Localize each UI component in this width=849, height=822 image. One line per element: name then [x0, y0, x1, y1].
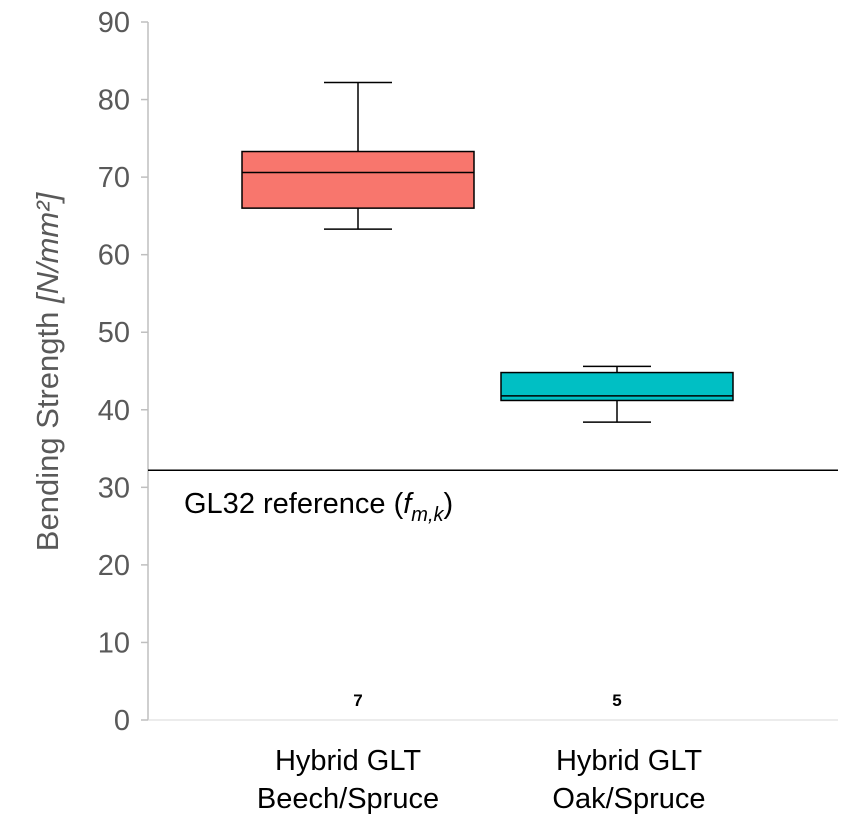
- y-tick-label: 50: [98, 317, 130, 349]
- y-tick-label: 10: [98, 627, 130, 659]
- y-tick-label: 70: [98, 162, 130, 194]
- y-tick-label: 40: [98, 395, 130, 427]
- category-label-line: Hybrid GLT: [556, 745, 702, 777]
- y-tick-label: 30: [98, 472, 130, 504]
- y-tick-label: 90: [98, 7, 130, 39]
- y-axis: [141, 21, 838, 721]
- reference-label: GL32 reference (fm,k): [184, 488, 453, 526]
- reference-group: GL32 reference (fm,k): [148, 469, 838, 526]
- y-tick-label: 20: [98, 550, 130, 582]
- y-axis-title-unit: [N/mm²]: [30, 191, 65, 304]
- y-axis-title: Bending Strength [N/mm²]: [30, 191, 65, 551]
- y-tick-label: 80: [98, 85, 130, 117]
- category-label: Hybrid GLT Oak/Spruce: [552, 745, 705, 815]
- category-labels: Hybrid GLT Beech/Spruce Hybrid GLT Oak/Spru…: [257, 745, 706, 815]
- reference-label-suffix: ): [444, 488, 454, 520]
- category-label: Hybrid GLT Beech/Spruce: [257, 745, 439, 815]
- reference-label-subscript: m,k: [411, 504, 444, 526]
- sample-count-label: 7: [353, 691, 362, 710]
- reference-label-prefix: GL32 reference (: [184, 488, 404, 520]
- sample-count-label: 5: [612, 691, 621, 710]
- reference-label-symbol: f: [403, 488, 414, 520]
- y-axis-title-main: Bending Strength: [30, 303, 65, 551]
- box-body: [241, 150, 475, 209]
- category-label-line: Oak/Spruce: [552, 783, 705, 815]
- category-label-line: Beech/Spruce: [257, 783, 439, 815]
- box-2: [500, 365, 734, 423]
- category-label-line: Hybrid GLT: [275, 745, 421, 777]
- y-tick-label: 60: [98, 240, 130, 272]
- y-tick-labels: 0 10 20 30 40 50 60 70 80 90: [98, 7, 130, 737]
- boxes: [241, 81, 734, 423]
- y-tick-label: 0: [114, 705, 130, 737]
- box-1: [241, 81, 475, 230]
